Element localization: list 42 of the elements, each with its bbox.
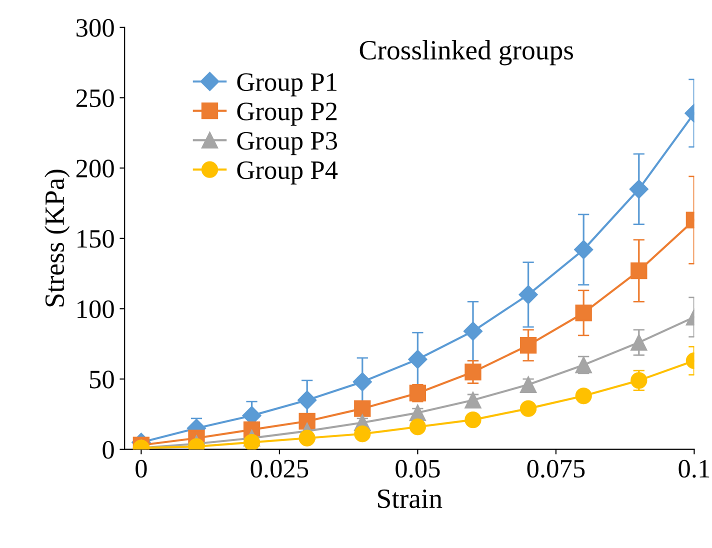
- point: [464, 411, 482, 428]
- y-axis-title: Stress (KPa): [44, 170, 70, 306]
- point: [518, 285, 538, 304]
- point: [575, 304, 592, 322]
- y-tick-label: 250: [76, 89, 114, 108]
- point: [463, 322, 483, 341]
- point: [629, 180, 648, 199]
- point: [354, 400, 371, 417]
- point: [520, 336, 537, 354]
- x-tick-label: 0.025: [250, 460, 308, 478]
- y-tick-label: 100: [78, 300, 114, 318]
- legend-label: Group P3: [237, 132, 338, 156]
- y-tick-label: 0: [102, 440, 114, 459]
- point: [243, 434, 260, 450]
- legend-label: Group P1: [237, 73, 336, 96]
- chart-title: Crosslinked groups: [360, 40, 573, 66]
- point: [464, 364, 482, 380]
- point: [575, 388, 592, 404]
- point: [630, 334, 648, 351]
- point: [630, 262, 648, 280]
- point: [409, 418, 426, 436]
- x-axis-title: Strain: [378, 489, 442, 508]
- point: [298, 390, 317, 410]
- point: [630, 372, 648, 389]
- legend-label: Group P4: [237, 161, 338, 184]
- point: [354, 426, 371, 442]
- x-tick-label: 0: [136, 460, 147, 478]
- x-tick-label: 0.1: [678, 460, 710, 478]
- y-tick-label: 300: [76, 19, 114, 37]
- point: [520, 400, 537, 417]
- x-tick-label: 0.05: [396, 460, 440, 478]
- point: [298, 430, 316, 446]
- point: [574, 240, 594, 260]
- y-tick-label: 150: [78, 230, 114, 248]
- point: [408, 350, 428, 369]
- point: [520, 376, 537, 393]
- x-tick-label: 0.075: [527, 460, 585, 478]
- y-tick-label: 50: [90, 370, 114, 388]
- y-tick-label: 200: [76, 160, 114, 178]
- point: [464, 392, 482, 408]
- legend-label: Group P2: [237, 102, 337, 126]
- point: [352, 372, 372, 392]
